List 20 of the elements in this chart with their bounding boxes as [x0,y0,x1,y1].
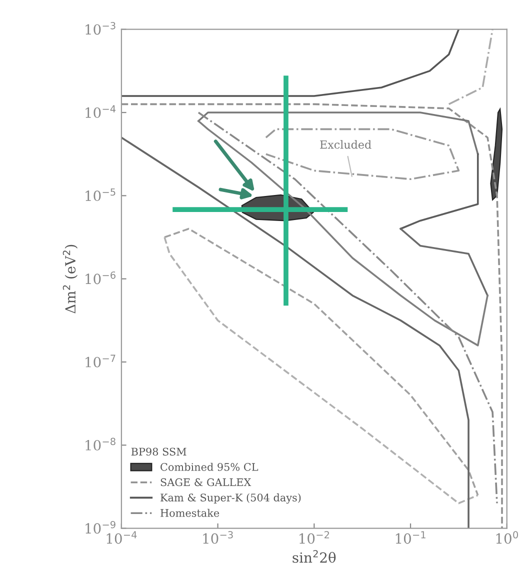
y-tick-label: 10$^{−9}$ [86,520,116,534]
legend-title: BP98 SSM [131,448,186,456]
legend-label: SAGE & GALLEX [160,478,252,486]
y-tick-label: 10$^{−5}$ [86,188,116,202]
x-axis-title: sin$^{2}$2θ [292,550,336,563]
x-tick-label: 10$^{0}$ [496,531,518,544]
x-tick-label: 10$^{−3}$ [203,531,233,544]
x-tick-label: 10$^{−4}$ [106,531,137,544]
legend-label: Combined 95% CL [160,462,258,471]
legend-label: Homestake [160,508,220,517]
y-tick-label: 10$^{−4}$ [86,105,116,118]
y-tick-label: 10$^{−3}$ [86,22,116,35]
x-tick-label: 10$^{−2}$ [300,531,330,544]
y-tick-label: 10$^{−6}$ [86,271,116,284]
y-tick-label: 10$^{−8}$ [86,438,116,451]
y-axis-title: Δm$^{2}$ (eV$^{2}$) [62,244,78,314]
y-tick-label: 10$^{−7}$ [86,354,116,368]
x-tick-label: 10$^{−1}$ [396,531,426,544]
legend-label: Kam & Super-K (504 days) [160,493,301,504]
annotation: Excluded [320,140,372,149]
